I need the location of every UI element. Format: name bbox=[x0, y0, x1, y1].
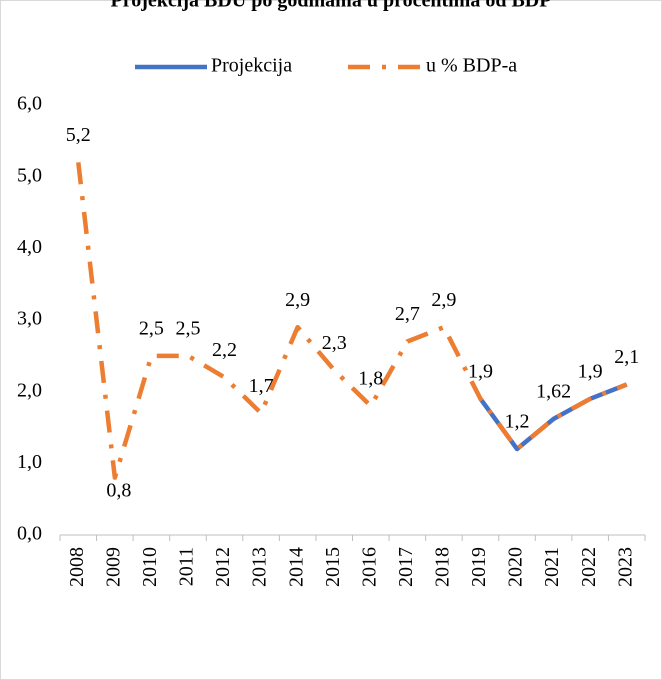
data-label: 2,5 bbox=[175, 317, 200, 339]
x-tick-label: 2022 bbox=[578, 547, 600, 587]
data-label: 0,8 bbox=[106, 479, 131, 501]
y-tick-label: 5,0 bbox=[17, 164, 42, 186]
y-tick-label: 4,0 bbox=[17, 236, 42, 258]
data-label: 1,9 bbox=[468, 360, 493, 382]
data-label: 2,1 bbox=[614, 346, 639, 368]
data-label: 1,2 bbox=[505, 411, 530, 433]
data-label: 2,9 bbox=[431, 289, 456, 311]
y-tick-label: 0,0 bbox=[17, 523, 42, 545]
x-tick-label: 2019 bbox=[468, 547, 490, 587]
data-label: 5,2 bbox=[66, 124, 91, 146]
data-label: 2,2 bbox=[212, 339, 237, 361]
data-label: 1,9 bbox=[578, 360, 603, 382]
x-tick-label: 2016 bbox=[358, 547, 380, 587]
legend-label: Projekcija bbox=[211, 55, 292, 77]
x-tick-label: 2014 bbox=[285, 547, 307, 587]
data-label: 2,5 bbox=[139, 317, 164, 339]
x-tick-label: 2018 bbox=[432, 547, 454, 587]
x-tick-label: 2008 bbox=[66, 547, 88, 587]
x-tick-label: 2013 bbox=[249, 547, 271, 587]
data-label: 2,3 bbox=[322, 332, 347, 354]
x-tick-label: 2015 bbox=[322, 547, 344, 587]
data-label: 1,8 bbox=[358, 368, 383, 390]
x-tick-label: 2009 bbox=[102, 547, 124, 587]
data-label: 2,7 bbox=[395, 303, 420, 325]
x-tick-label: 2020 bbox=[505, 547, 527, 587]
y-tick-label: 2,0 bbox=[17, 379, 42, 401]
chart-title: Projekcija BDU po godinama u procentima … bbox=[111, 0, 552, 12]
x-tick-label: 2011 bbox=[176, 547, 198, 586]
y-tick-label: 1,0 bbox=[17, 451, 42, 473]
x-tick-label: 2021 bbox=[541, 547, 563, 587]
data-label: 1,7 bbox=[249, 375, 274, 397]
line-series bbox=[76, 162, 628, 480]
x-tick-label: 2017 bbox=[395, 547, 417, 587]
y-tick-label: 3,0 bbox=[17, 308, 42, 330]
x-tick-label: 2010 bbox=[139, 547, 161, 587]
legend-label: u % BDP-a bbox=[426, 55, 517, 77]
x-tick-label: 2023 bbox=[614, 547, 636, 587]
x-tick-label: 2012 bbox=[212, 547, 234, 587]
y-tick-label: 6,0 bbox=[17, 93, 42, 115]
data-label: 1,62 bbox=[536, 380, 571, 402]
data-label: 2,9 bbox=[285, 289, 310, 311]
